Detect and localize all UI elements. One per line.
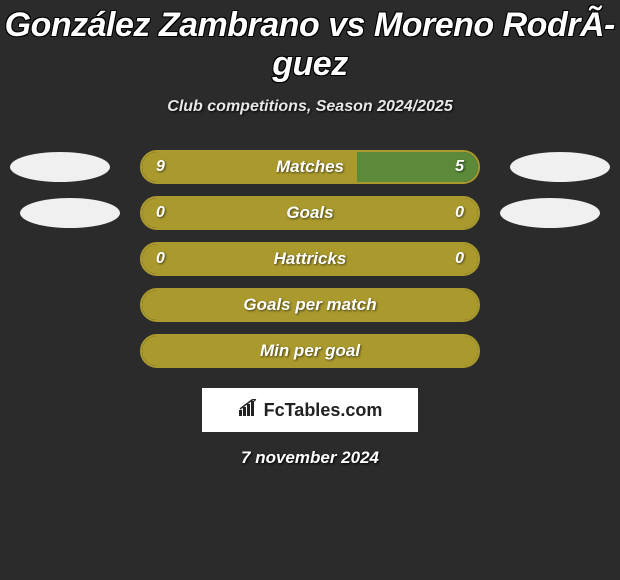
player-right-pill [500, 198, 600, 228]
stat-row: Goals per match [0, 288, 620, 322]
stat-bar: 00Goals [140, 196, 480, 230]
comparison-title: González Zambrano vs Moreno RodrÃ­guez [0, 0, 620, 84]
stat-row: 95Matches [0, 150, 620, 184]
stats-container: 95Matches 00Goals 00Hattricks Goals per mat… [0, 150, 620, 368]
player-left-pill [20, 198, 120, 228]
stat-row: 00Goals [0, 196, 620, 230]
logo-text: FcTables.com [264, 400, 383, 421]
stat-bar: Goals per match [140, 288, 480, 322]
generation-date: 7 november 2024 [0, 448, 620, 468]
stat-label: Goals [142, 203, 478, 223]
stat-label: Min per goal [142, 341, 478, 361]
stat-bar: 95Matches [140, 150, 480, 184]
logo: FcTables.com [238, 399, 383, 422]
stat-label: Goals per match [142, 295, 478, 315]
stat-bar: Min per goal [140, 334, 480, 368]
comparison-subtitle: Club competitions, Season 2024/2025 [0, 98, 620, 116]
stat-label: Hattricks [142, 249, 478, 269]
player-right-pill [510, 152, 610, 182]
stat-bar: 00Hattricks [140, 242, 480, 276]
stat-label: Matches [142, 157, 478, 177]
logo-box: FcTables.com [202, 388, 418, 432]
stat-row: 00Hattricks [0, 242, 620, 276]
chart-icon [238, 399, 260, 422]
stat-row: Min per goal [0, 334, 620, 368]
player-left-pill [10, 152, 110, 182]
